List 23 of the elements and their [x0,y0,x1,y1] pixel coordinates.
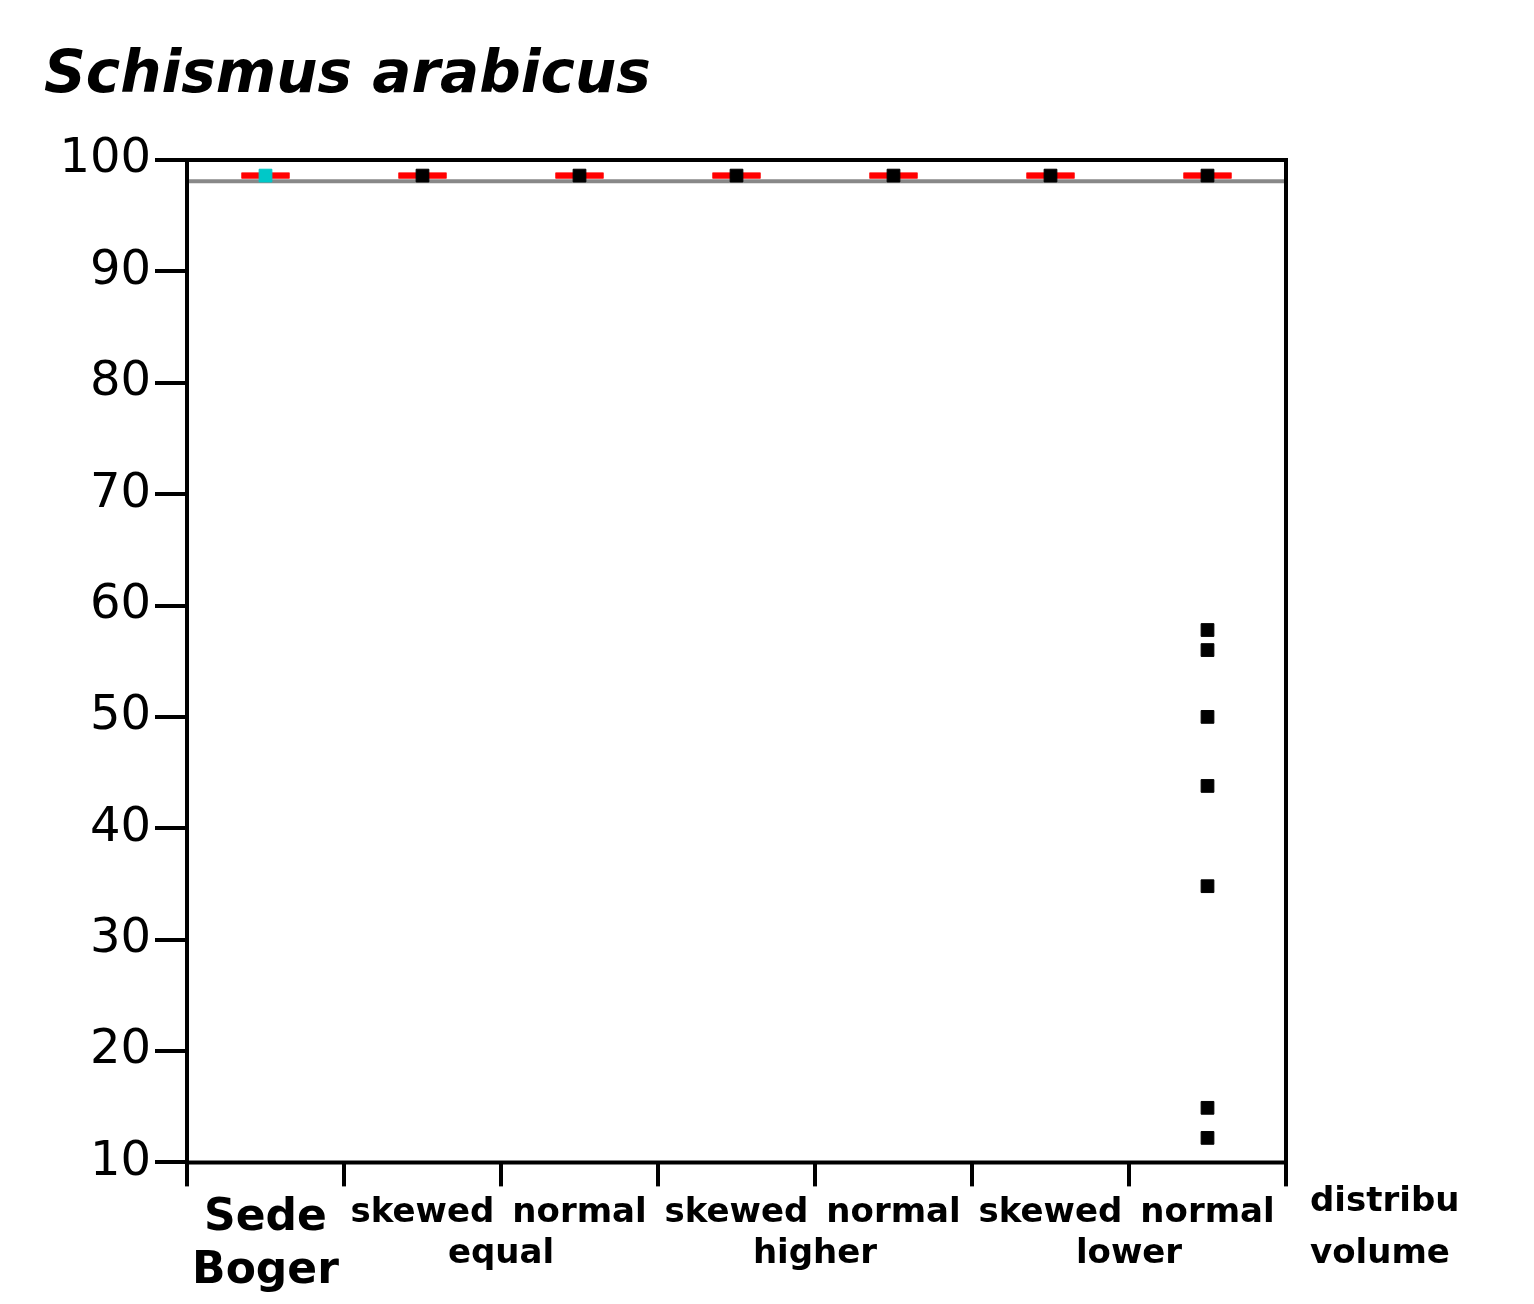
y-tick-label: 40 [89,795,151,852]
y-tick-label: 20 [89,1018,151,1075]
x-tick-label: Sede Boger [192,1189,340,1294]
x-tick-label: skewed [978,1189,1123,1230]
x-tick-label: normal [1140,1189,1275,1230]
y-tick-label: 10 [89,1129,151,1186]
text: equal [447,1231,555,1272]
x-tick-label: skewed [350,1189,495,1230]
y-tick-label: 60 [89,572,151,629]
y-tick-label: 100 [59,127,151,184]
chart-title: Schismus arabicus [44,38,651,106]
x-tick-label: skewed [664,1189,809,1230]
y-tick-label: 90 [89,238,151,295]
y-tick-label: 70 [89,461,151,518]
y-tick-label: 80 [89,350,151,407]
text: higher [752,1231,878,1272]
y-tick-label: 50 [89,684,151,741]
x-tick-label: normal [512,1189,647,1230]
x-tick-label: normal [826,1189,961,1230]
y-tick-label: 30 [89,907,151,964]
text: volume [1310,1231,1450,1272]
text: distribu [1310,1179,1460,1220]
text: lower [1075,1231,1183,1272]
